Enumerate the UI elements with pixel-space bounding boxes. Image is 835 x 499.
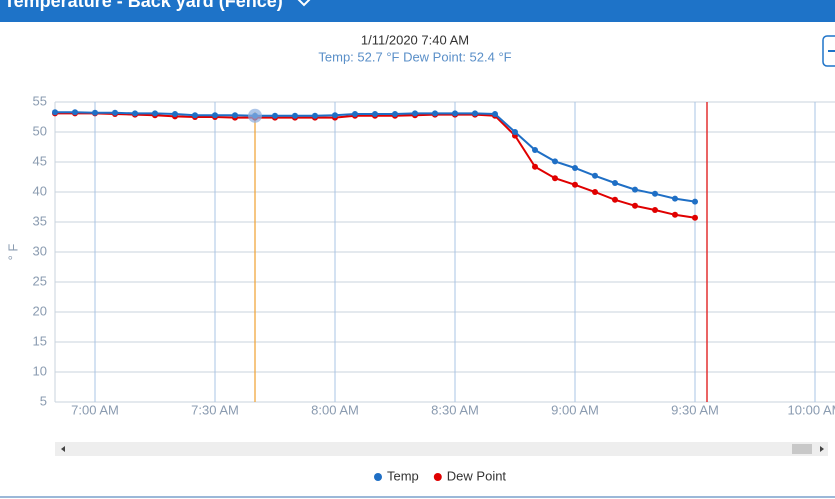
scroll-thumb[interactable]	[792, 444, 812, 454]
data-point	[472, 110, 478, 117]
data-point	[612, 180, 618, 186]
data-point	[292, 112, 298, 119]
x-tick-label: 9:30 AM	[671, 402, 719, 417]
x-tick-label: 7:00 AM	[71, 402, 119, 417]
data-point	[132, 110, 138, 117]
data-point	[652, 207, 658, 213]
y-tick-label: 45	[33, 153, 47, 168]
data-point	[552, 158, 558, 165]
data-point	[232, 112, 238, 119]
y-tick-label: 10	[33, 363, 47, 378]
x-tick-label: 7:30 AM	[191, 402, 239, 417]
data-point	[92, 109, 98, 116]
header-title: Temperature - Back yard (Fence)	[4, 0, 283, 11]
y-tick-label: 25	[33, 273, 47, 288]
tooltip-title: 1/11/2020 7:40 AM	[361, 32, 469, 47]
tooltip-text: Temp: 52.7 °F Dew Point: 52.4 °F	[318, 49, 511, 64]
data-point	[392, 111, 398, 117]
data-point	[492, 111, 498, 117]
data-point	[352, 111, 358, 117]
data-point	[412, 110, 418, 117]
data-point	[152, 110, 158, 117]
data-point	[332, 112, 338, 119]
data-point	[572, 165, 578, 171]
data-point	[572, 181, 578, 188]
data-point	[592, 172, 598, 179]
data-point	[612, 196, 618, 203]
data-point	[172, 111, 178, 117]
data-point	[692, 198, 698, 205]
data-point	[532, 163, 538, 170]
y-tick-label: 35	[33, 213, 47, 228]
data-point	[532, 147, 538, 153]
data-point	[72, 109, 78, 116]
data-point	[212, 112, 218, 119]
scroll-left[interactable]	[61, 446, 65, 452]
y-tick-label: 55	[33, 93, 47, 108]
y-tick-label: 40	[33, 183, 47, 198]
data-point	[432, 110, 438, 117]
data-point	[192, 112, 198, 119]
data-point	[452, 110, 458, 117]
legend-label[interactable]: Dew Point	[447, 468, 507, 483]
data-point	[652, 190, 658, 197]
data-point	[52, 109, 58, 116]
series-line	[55, 111, 696, 203]
data-point	[632, 186, 638, 193]
x-tick-label: 8:00 AM	[311, 402, 359, 417]
data-point	[632, 202, 638, 209]
data-point	[592, 189, 598, 195]
data-point	[512, 129, 518, 135]
y-axis-label: ° F	[5, 244, 20, 261]
y-tick-label: 20	[33, 303, 47, 318]
y-tick-label: 30	[33, 243, 47, 258]
data-point	[552, 175, 558, 182]
header-bar	[0, 0, 835, 22]
data-point	[372, 111, 378, 117]
y-tick-label: 5	[40, 393, 47, 408]
header-chevron[interactable]	[297, 0, 311, 7]
data-point	[272, 112, 278, 119]
data-point	[692, 214, 698, 221]
data-point	[672, 211, 678, 218]
x-tick-label: 9:00 AM	[551, 402, 599, 417]
legend-marker	[374, 473, 382, 481]
y-tick-label: 15	[33, 333, 47, 348]
y-tick-label: 50	[33, 123, 47, 138]
data-point	[312, 112, 318, 119]
data-point	[672, 195, 678, 202]
series-line	[55, 112, 696, 219]
scroll-right[interactable]	[820, 446, 824, 452]
data-point	[112, 109, 118, 116]
legend-marker	[433, 473, 442, 481]
hover-halo	[248, 108, 262, 123]
scrollbar[interactable]	[55, 442, 828, 456]
x-tick-label: 8:30 AM	[431, 402, 479, 417]
x-tick-label: 10:00 AM	[788, 402, 835, 417]
legend-label[interactable]: Temp	[387, 468, 419, 483]
